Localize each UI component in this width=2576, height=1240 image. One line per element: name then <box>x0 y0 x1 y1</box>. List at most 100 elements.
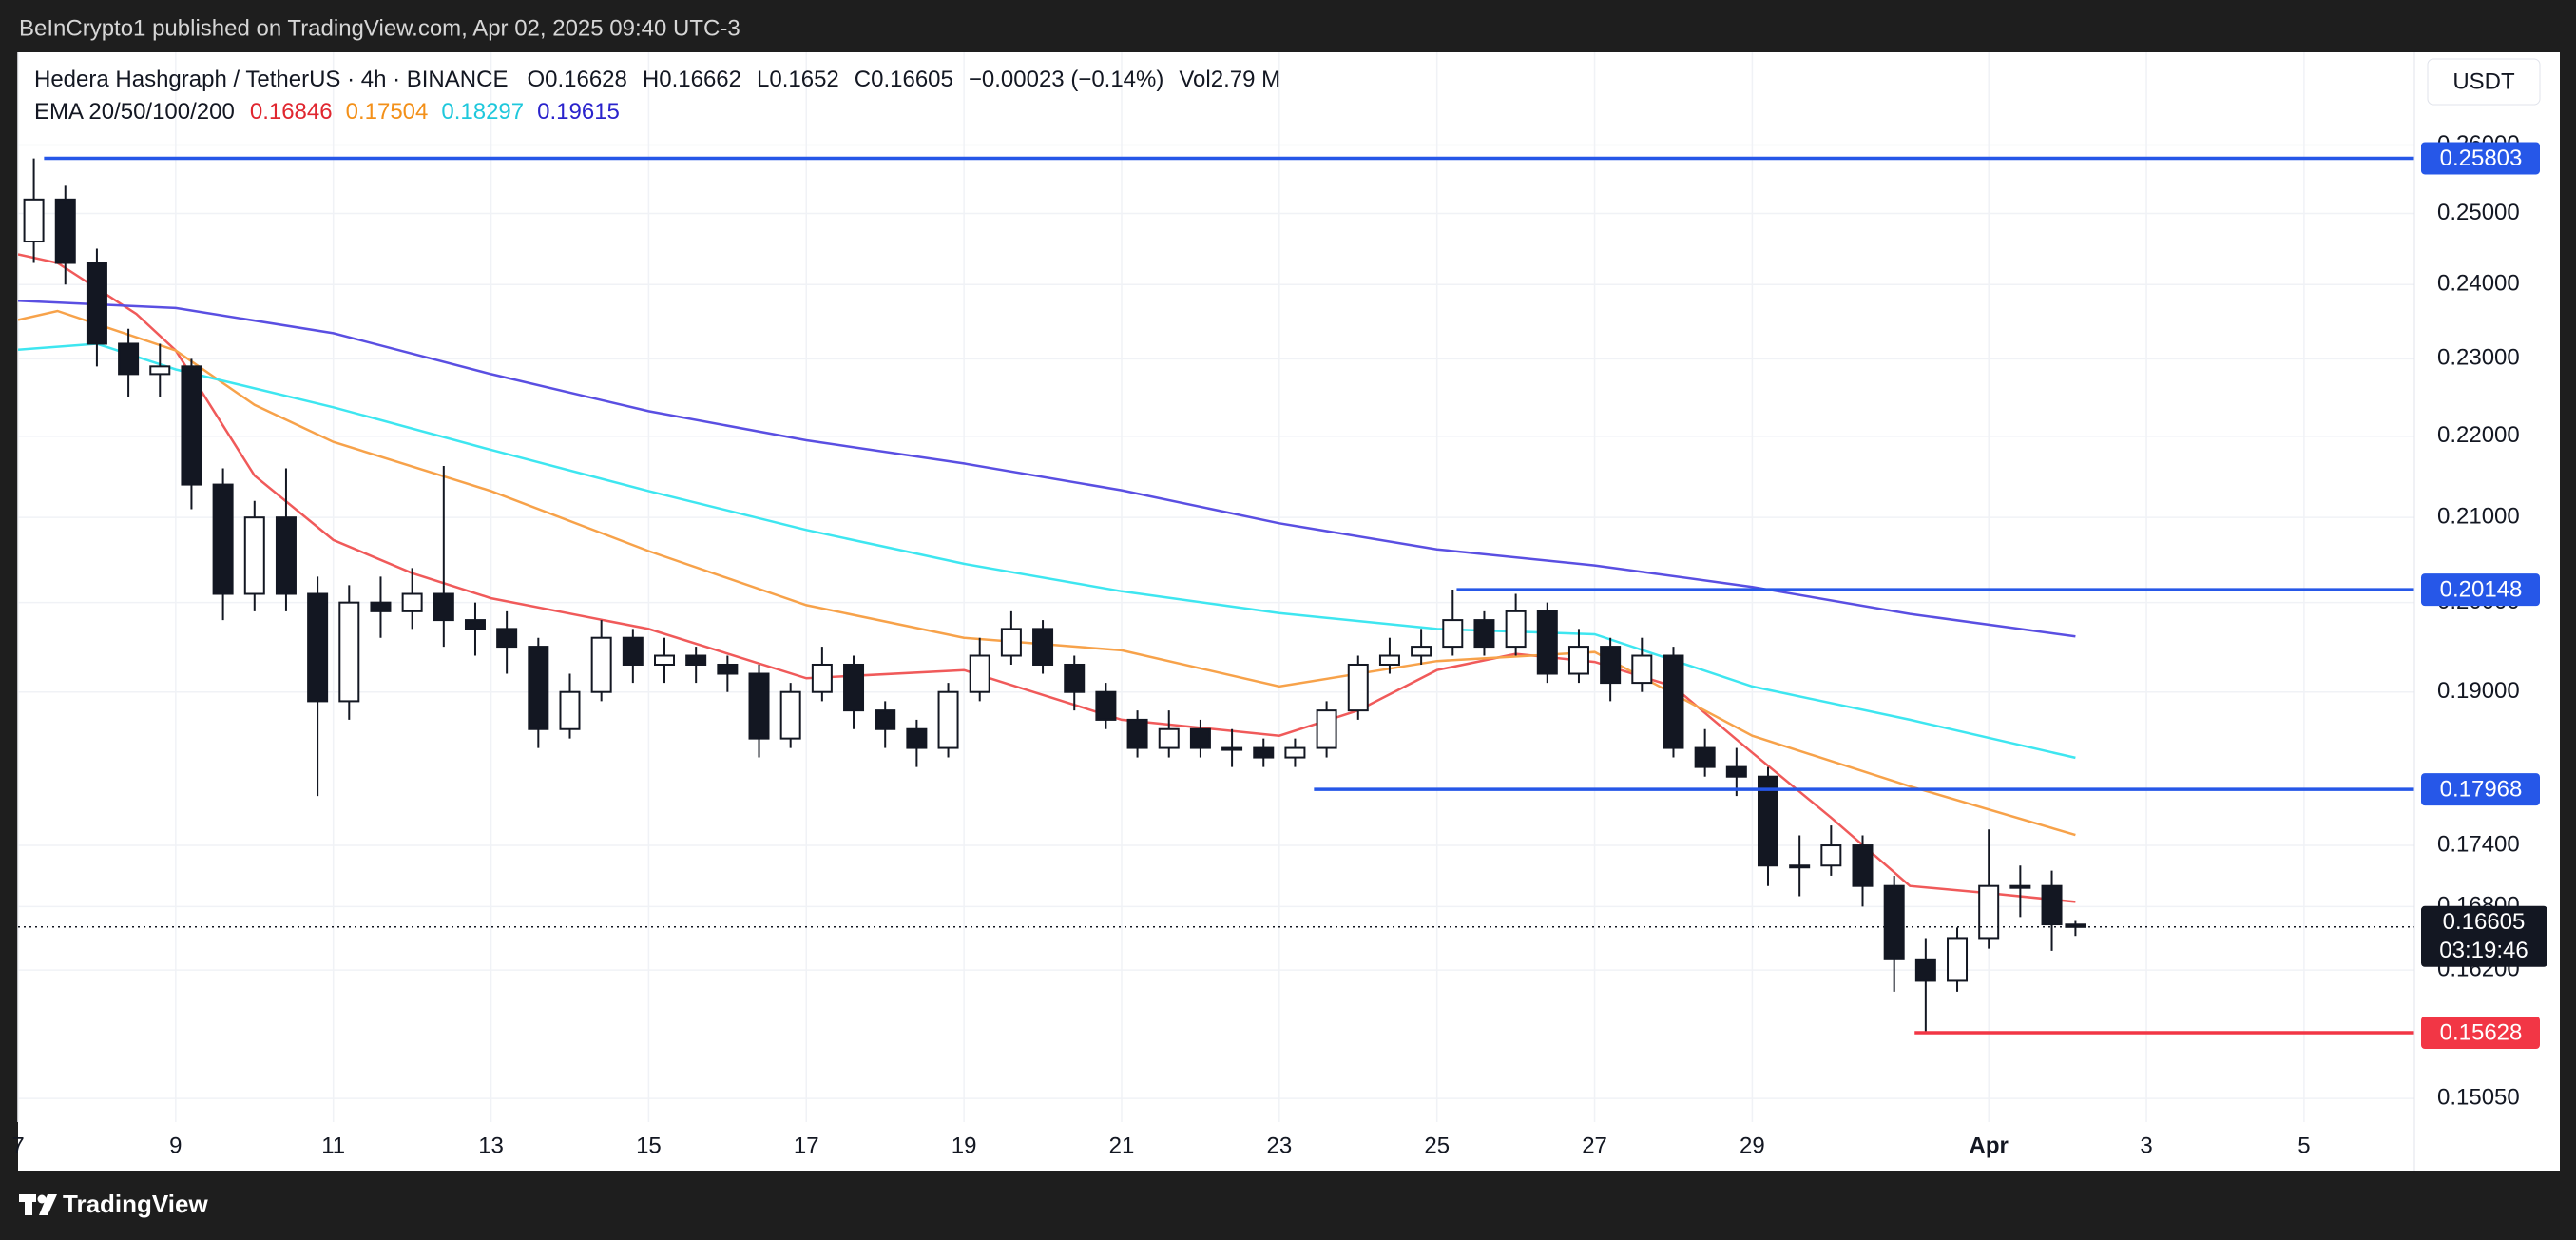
y-tick-label: 0.25000 <box>2437 200 2520 225</box>
candle-body <box>1978 884 2000 940</box>
candle-body <box>1126 718 1148 749</box>
candle-body <box>559 690 581 730</box>
candle-body <box>1663 654 1684 749</box>
candle-body <box>243 516 265 595</box>
y-tick-label: 0.23000 <box>2437 345 2520 371</box>
ohlc-value: 0.1652 <box>769 67 838 92</box>
y-tick-label: 0.19000 <box>2437 678 2520 704</box>
ohlc-value: 0.16628 <box>545 67 627 92</box>
candle-body <box>1694 746 1716 768</box>
level-label-box <box>2421 1017 2540 1050</box>
ema-line <box>18 253 2076 903</box>
candle-body <box>401 592 423 612</box>
ema-label: EMA 20/50/100/200 <box>34 99 235 125</box>
countdown: 03:19:46 <box>2439 938 2528 963</box>
level-label: 0.25803 <box>2440 145 2523 171</box>
candle-body <box>1725 765 1747 778</box>
candle-body <box>1567 646 1589 675</box>
candle-body <box>1852 844 1874 887</box>
brand: TradingView <box>63 1190 208 1218</box>
volume: Vol2.79 M <box>1179 67 1280 92</box>
level-label-box <box>2421 773 2540 806</box>
x-tick-label: 17 <box>794 1133 819 1158</box>
y-tick-label: 0.21000 <box>2437 504 2520 530</box>
y-tick-label: 0.15050 <box>2437 1084 2520 1110</box>
candle-body <box>1914 958 1936 982</box>
x-tick-label: Apr <box>1970 1133 2009 1158</box>
ema-line <box>18 342 2076 760</box>
ohlc-label: H <box>643 67 659 92</box>
candle-body <box>1316 709 1337 749</box>
brand-logo <box>19 1194 57 1215</box>
candle-body <box>622 636 644 666</box>
level-label-box <box>2421 142 2540 175</box>
candle-body <box>1221 746 1243 751</box>
x-tick-label: 5 <box>2297 1133 2310 1158</box>
ema-line <box>18 299 2076 638</box>
candle-body <box>1158 727 1180 749</box>
candle-body <box>2065 923 2086 928</box>
ohlc-value: 0.16605 <box>871 67 953 92</box>
candle-body <box>1284 746 1306 759</box>
candle-body <box>1757 775 1778 867</box>
ema-value: 0.19615 <box>537 99 620 125</box>
candle-body <box>1473 619 1495 649</box>
candle-body <box>338 601 360 703</box>
candle-body <box>464 619 486 630</box>
candle-body <box>1411 646 1432 657</box>
candle-body <box>685 654 707 666</box>
ohlc-value: 0.16662 <box>659 67 741 92</box>
x-tick-label: 3 <box>2140 1133 2152 1158</box>
candle-body <box>1536 610 1558 675</box>
candle-body <box>1883 884 1905 960</box>
x-tick-label: 11 <box>321 1133 345 1158</box>
candle-body <box>843 663 865 712</box>
x-tick-label: 21 <box>1109 1133 1135 1158</box>
x-tick-label: 13 <box>478 1133 504 1158</box>
candle-body <box>1064 663 1086 693</box>
x-tick-label: 29 <box>1740 1133 1765 1158</box>
candle-body <box>275 516 297 595</box>
candle-body <box>748 672 770 740</box>
legend: Hedera Hashgraph / TetherUS · 4h · BINAN… <box>34 67 1280 125</box>
candle-body <box>496 628 518 649</box>
last-price-box <box>2421 905 2547 967</box>
symbol: Hedera Hashgraph / TetherUS · 4h · BINAN… <box>34 67 508 92</box>
x-tick-label: 25 <box>1424 1133 1450 1158</box>
last-price: 0.16605 <box>2443 909 2526 935</box>
candle-body <box>717 663 739 675</box>
candle-body <box>1947 937 1969 982</box>
candle-body <box>118 342 140 376</box>
grid <box>17 52 2414 1122</box>
y-tick-label: 0.17400 <box>2437 831 2520 857</box>
y-tick-label: 0.24000 <box>2437 271 2520 297</box>
candle-body <box>2041 884 2063 926</box>
published-note: BeInCrypto1 published on TradingView.com… <box>19 15 740 41</box>
candle-body <box>307 592 329 703</box>
currency-box[interactable] <box>2427 58 2541 106</box>
ohlc-label: L <box>757 67 769 92</box>
ema-value: 0.18297 <box>441 99 524 125</box>
candle-body <box>1095 690 1117 721</box>
candle-body <box>906 727 928 749</box>
candle-body <box>1631 654 1653 685</box>
candle-body <box>23 198 45 243</box>
ema-value: 0.17504 <box>346 99 429 125</box>
candle-body <box>149 365 171 376</box>
candle-body <box>1000 628 1022 657</box>
candle-body <box>969 654 990 693</box>
candle-body <box>528 646 549 730</box>
candle-body <box>1600 646 1622 685</box>
candle-body <box>875 709 896 730</box>
candle-body <box>1347 663 1369 712</box>
currency[interactable]: USDT <box>2452 68 2515 94</box>
candle-body <box>937 690 959 749</box>
candle-body <box>433 592 454 622</box>
chart-area <box>18 52 2560 1171</box>
change: −0.00023 (−0.14%) <box>969 67 1164 92</box>
candle-body <box>370 601 392 612</box>
candle-body <box>811 663 833 693</box>
plot <box>18 156 2414 1035</box>
x-tick-label: 9 <box>169 1133 182 1158</box>
